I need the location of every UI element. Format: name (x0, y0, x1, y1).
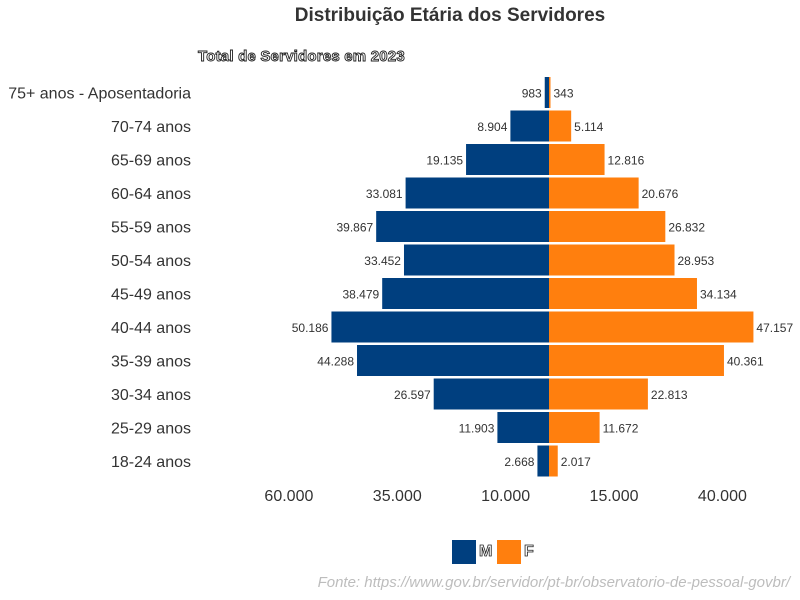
data-label-f: 20.676 (642, 187, 679, 201)
y-tick-label: 75+ anos - Aposentadoria (8, 86, 191, 103)
y-tick-label: 25-29 anos (111, 421, 191, 438)
bar-f (549, 378, 648, 410)
bar-m (331, 311, 549, 343)
legend-item-f: F (497, 540, 542, 564)
y-tick-label: 65-69 anos (111, 153, 191, 170)
data-label-m: 983 (522, 87, 542, 101)
bar-m (376, 211, 549, 242)
data-label-f: 26.832 (668, 221, 705, 235)
y-tick-label: 60-64 anos (111, 186, 191, 203)
data-label-m: 8.904 (477, 120, 507, 134)
bar-m (466, 144, 549, 175)
data-label-f: 28.953 (678, 254, 715, 268)
bar-f (549, 311, 754, 343)
legend-label-f: F (524, 543, 535, 561)
data-label-m: 38.479 (342, 288, 379, 302)
legend-swatch-f (497, 540, 521, 564)
data-label-m: 2.668 (504, 455, 534, 469)
data-label-m: 33.452 (364, 254, 401, 268)
data-label-m: 50.186 (292, 321, 329, 335)
bar-m (357, 345, 549, 376)
bar-f (549, 144, 605, 175)
data-label-f: 34.134 (700, 288, 737, 302)
legend-swatch-m (452, 540, 476, 564)
chart-subtitle: Total de Servidores em 2023 (198, 48, 406, 66)
y-tick-label: 45-49 anos (111, 287, 191, 304)
data-label-f: 22.813 (651, 388, 688, 402)
source-note: Fonte: https://www.gov.br/servidor/pt-br… (317, 574, 790, 591)
data-label-f: 5.114 (574, 120, 603, 134)
y-tick-label: 18-24 anos (111, 454, 191, 471)
data-label-m: 33.081 (366, 187, 403, 201)
data-label-f: 11.672 (603, 422, 639, 436)
data-label-f: 12.816 (608, 154, 645, 168)
bar-m (405, 177, 549, 209)
data-label-f: 343 (553, 87, 573, 101)
bar-f (549, 77, 551, 108)
x-tick-label: 10.000 (481, 488, 530, 505)
y-tick-label: 40-44 anos (111, 320, 191, 337)
y-tick-label: 35-39 anos (111, 354, 191, 371)
bar-f (549, 177, 639, 209)
bar-f (549, 278, 697, 309)
x-tick-label: 60.000 (264, 488, 313, 505)
legend-label-m: M (479, 543, 493, 561)
data-label-m: 39.867 (336, 221, 373, 235)
bar-m (497, 412, 549, 443)
bar-f (549, 211, 666, 242)
data-label-m: 26.597 (394, 388, 431, 402)
y-tick-label: 70-74 anos (111, 119, 191, 136)
bar-f (549, 345, 724, 376)
data-label-f: 47.157 (756, 321, 793, 335)
bar-m (510, 110, 549, 142)
legend: M F (452, 540, 542, 564)
bar-f (549, 244, 675, 276)
bar-f (549, 445, 558, 477)
x-tick-label: 15.000 (590, 488, 639, 505)
x-tick-label: 40.000 (698, 488, 747, 505)
bar-m (537, 445, 549, 477)
data-label-m: 19.135 (426, 154, 463, 168)
data-label-f: 40.361 (727, 355, 764, 369)
bar-f (549, 412, 600, 443)
x-tick-label: 35.000 (373, 488, 422, 505)
bar-m (433, 378, 549, 410)
data-label-m: 11.903 (459, 422, 495, 436)
y-tick-label: 30-34 anos (111, 387, 191, 404)
bar-m (382, 278, 549, 309)
y-tick-label: 50-54 anos (111, 253, 191, 270)
data-label-f: 2.017 (561, 455, 591, 469)
chart-title: Distribuição Etária dos Servidores (294, 5, 606, 26)
bar-f (549, 110, 572, 142)
legend-item-m: M (452, 540, 497, 564)
data-label-m: 44.288 (317, 355, 354, 369)
bar-m (544, 77, 549, 108)
bar-m (403, 244, 549, 276)
y-tick-label: 55-59 anos (111, 220, 191, 237)
